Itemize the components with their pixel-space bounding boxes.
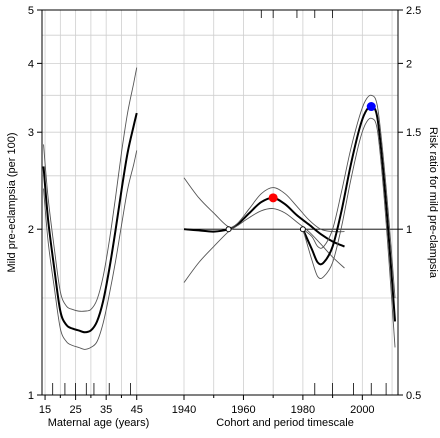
highlight-point [268,193,278,203]
y-tick-label-left: 3 [28,127,34,139]
x-tick-label-right-panel: 2000 [350,404,374,416]
x-tick-label-left-panel: 45 [131,404,143,416]
maternal-age-lower-ci-line [43,150,138,350]
cohort-period-period-estimate-line [301,105,397,322]
y-tick-label-right: 2 [406,58,412,70]
y-tick-label-right: 1 [406,224,412,236]
y-tick-label-right: 1.5 [406,127,421,139]
y-tick-label-right: 0.5 [406,390,421,402]
y-tick-label-left: 4 [28,58,34,70]
grid [42,9,398,396]
highlight-point [366,102,376,112]
x-tick-label-left-panel: 15 [39,404,51,416]
cohort-period-cohort-lower-ci-line [183,208,345,283]
maternal-age-estimate-line [42,112,138,334]
x-tick-label-right-panel: 1960 [231,404,255,416]
x-tick-label-left-panel: 25 [69,404,81,416]
cohort-period-cohort-estimate-line [183,196,345,248]
x-tick-label-right-panel: 1940 [172,404,196,416]
y-tick-label-right: 2.5 [406,5,421,17]
y-tick-label-left: 2 [28,224,34,236]
maternal-age-upper-ci-line [43,67,138,312]
anchor-point [225,226,232,233]
y-axis-title-left: Mild pre-eclampsia (per 100) [6,133,18,273]
x-axis-title-left-panel: Maternal age (years) [48,417,150,429]
y-axis-title-right: Risk ratio for mild pre-clampsia [427,127,439,279]
plot-frame [41,9,399,396]
x-axis-title-right-panel: Cohort and period timescale [216,417,354,429]
anchor-point [299,226,306,233]
y-tick-label-left: 1 [28,390,34,402]
x-tick-label-right-panel: 1980 [291,404,315,416]
y-tick-label-left: 5 [28,5,34,17]
x-tick-label-left-panel: 35 [100,404,112,416]
cohort-period-period-upper-ci-line [302,94,396,299]
cohort-period-period-lower-ci-line [302,117,396,348]
cohort-period-cohort-upper-ci-line [183,177,345,233]
